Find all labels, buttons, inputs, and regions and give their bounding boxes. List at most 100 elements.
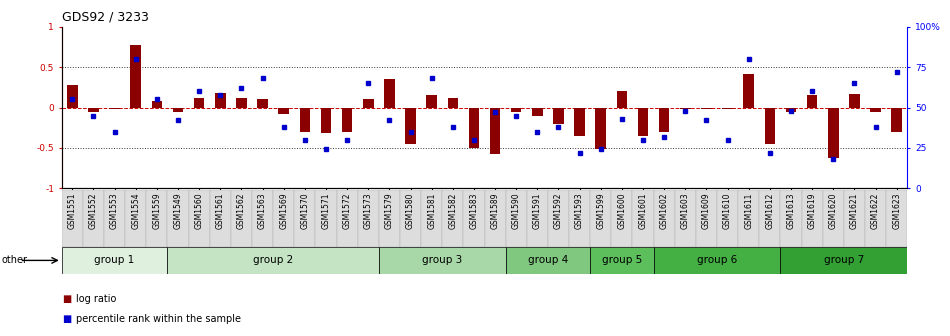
FancyBboxPatch shape [62,190,83,247]
Bar [701,108,712,109]
Text: GSM1559: GSM1559 [152,193,162,229]
Bar [849,94,860,108]
Text: GSM1590: GSM1590 [512,193,521,229]
FancyBboxPatch shape [62,247,167,274]
Text: GSM1563: GSM1563 [258,193,267,229]
FancyBboxPatch shape [717,190,738,247]
Text: group 3: group 3 [422,255,463,265]
FancyBboxPatch shape [633,190,654,247]
Text: GSM1613: GSM1613 [787,193,795,229]
FancyBboxPatch shape [695,190,717,247]
Text: GSM1622: GSM1622 [871,193,880,229]
FancyBboxPatch shape [526,190,548,247]
Text: GSM1583: GSM1583 [469,193,479,229]
Bar [807,95,817,108]
Text: GSM1603: GSM1603 [681,193,690,229]
Text: GSM1573: GSM1573 [364,193,372,229]
Bar [828,108,839,158]
Bar [447,98,458,108]
Bar [152,101,162,108]
Text: GSM1572: GSM1572 [343,193,352,229]
Bar [891,108,902,132]
Text: ■: ■ [62,314,71,324]
FancyBboxPatch shape [167,247,379,274]
FancyBboxPatch shape [484,190,505,247]
FancyBboxPatch shape [294,190,315,247]
Text: group 6: group 6 [697,255,737,265]
Bar [617,91,627,108]
Text: GSM1560: GSM1560 [195,193,203,229]
FancyBboxPatch shape [188,190,210,247]
Text: GSM1579: GSM1579 [385,193,394,229]
FancyBboxPatch shape [400,190,421,247]
Bar [342,108,352,132]
Text: GSM1581: GSM1581 [428,193,436,229]
Text: GSM1591: GSM1591 [533,193,542,229]
FancyBboxPatch shape [844,190,864,247]
Bar [744,74,754,108]
Text: GSM1580: GSM1580 [406,193,415,229]
Bar [67,85,78,108]
Text: GSM1589: GSM1589 [490,193,500,229]
FancyBboxPatch shape [464,190,484,247]
FancyBboxPatch shape [443,190,464,247]
Bar [109,108,120,109]
Text: GSM1562: GSM1562 [237,193,246,229]
Text: GSM1601: GSM1601 [638,193,648,229]
Bar [468,108,479,148]
Bar [553,108,563,124]
Text: ■: ■ [62,294,71,304]
Bar [363,99,373,108]
FancyBboxPatch shape [548,190,569,247]
Text: log ratio: log ratio [76,294,116,304]
FancyBboxPatch shape [780,190,802,247]
Text: GSM1552: GSM1552 [89,193,98,229]
Bar [596,108,606,150]
Text: group 7: group 7 [824,255,864,265]
FancyBboxPatch shape [590,190,612,247]
Text: GSM1593: GSM1593 [575,193,584,229]
FancyBboxPatch shape [569,190,590,247]
FancyBboxPatch shape [590,247,654,274]
Bar [299,108,310,132]
Text: GSM1554: GSM1554 [131,193,141,229]
Text: GSM1609: GSM1609 [702,193,711,229]
Bar [786,108,796,112]
Text: GSM1621: GSM1621 [850,193,859,229]
Text: group 2: group 2 [253,255,294,265]
Bar [765,108,775,144]
FancyBboxPatch shape [125,190,146,247]
FancyBboxPatch shape [654,247,780,274]
Text: GDS92 / 3233: GDS92 / 3233 [62,10,148,24]
Text: GSM1612: GSM1612 [766,193,774,229]
FancyBboxPatch shape [780,247,907,274]
FancyBboxPatch shape [759,190,780,247]
FancyBboxPatch shape [146,190,167,247]
Text: GSM1569: GSM1569 [279,193,288,229]
Bar [88,108,99,112]
Bar [384,79,394,108]
FancyBboxPatch shape [802,190,823,247]
Bar [575,108,585,136]
Bar [490,108,501,154]
Bar [659,108,670,132]
Text: GSM1599: GSM1599 [597,193,605,229]
FancyBboxPatch shape [421,190,443,247]
Bar [722,108,732,109]
Text: GSM1571: GSM1571 [321,193,331,229]
FancyBboxPatch shape [252,190,274,247]
Bar [511,108,522,112]
Bar [215,93,225,108]
Text: GSM1623: GSM1623 [892,193,902,229]
Bar [637,108,648,136]
Bar [257,99,268,108]
FancyBboxPatch shape [505,190,526,247]
Bar [278,108,289,114]
Text: group 5: group 5 [601,255,642,265]
FancyBboxPatch shape [231,190,252,247]
FancyBboxPatch shape [315,190,336,247]
FancyBboxPatch shape [357,190,379,247]
Bar [130,45,141,108]
Bar [870,108,881,112]
Text: other: other [2,255,28,265]
